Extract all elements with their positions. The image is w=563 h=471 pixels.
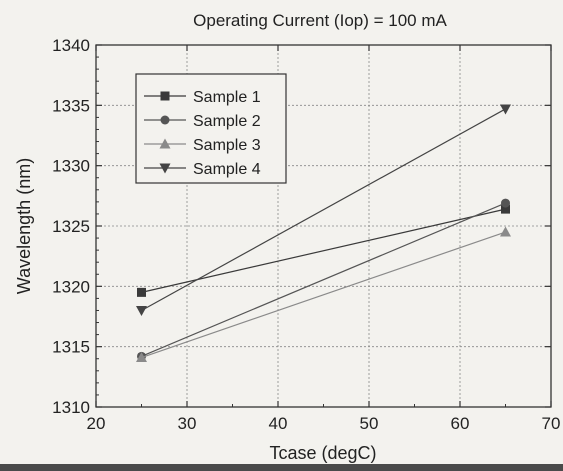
data-point [500,104,511,115]
y-tick-label: 1315 [52,338,90,357]
legend-item: Sample 4 [144,161,261,178]
x-tick-label: 60 [451,414,470,433]
x-tick-label: 50 [360,414,379,433]
data-point [137,287,146,297]
y-tick-label: 1325 [52,217,90,236]
legend-marker [160,115,170,125]
y-tick-label: 1335 [52,96,90,115]
data-point [136,352,147,363]
series-line [141,231,506,359]
data-point [500,226,511,237]
series-line [141,208,506,293]
series-1 [137,204,510,297]
x-tick-label: 70 [542,414,561,433]
x-tick-label: 20 [87,414,106,433]
data-point [136,305,147,316]
series-layer [136,104,511,363]
series-line [141,202,506,357]
legend-marker [159,163,171,174]
legend-label: Sample 4 [193,161,261,178]
y-axis-label: Wavelength (nm) [14,158,34,294]
legend-item: Sample 3 [144,137,261,154]
y-tick-label: 1320 [52,277,90,296]
y-tick-label: 1340 [52,36,90,55]
legend-item: Sample 2 [144,113,261,130]
x-axis-label: Tcase (degC) [269,443,376,463]
data-point [501,204,510,214]
legend-label: Sample 2 [193,113,261,130]
axis-ticks: 20 30 40 50 60 70 1310 1315 1320 1325 1330 1335 1340 [52,36,560,433]
bottom-edge-bar [0,464,563,471]
legend-label: Sample 3 [193,137,261,154]
y-tick-label: 1330 [52,157,90,176]
series-2 [137,198,510,361]
legend-marker [160,91,170,101]
x-tick-label: 30 [178,414,197,433]
series-3 [136,226,511,363]
legend-item: Sample 1 [144,89,261,106]
x-tick-label: 40 [269,414,288,433]
legend-label: Sample 1 [193,89,261,106]
chart-title: Operating Current (Iop) = 100 mA [193,11,447,30]
series-4 [136,104,511,316]
legend-marker [159,138,171,149]
data-point [501,198,510,208]
legend: Sample 1 Sample 2 Sample 3 Sample 4 [135,73,287,184]
y-tick-label: 1310 [52,398,90,417]
series-line [141,108,506,311]
